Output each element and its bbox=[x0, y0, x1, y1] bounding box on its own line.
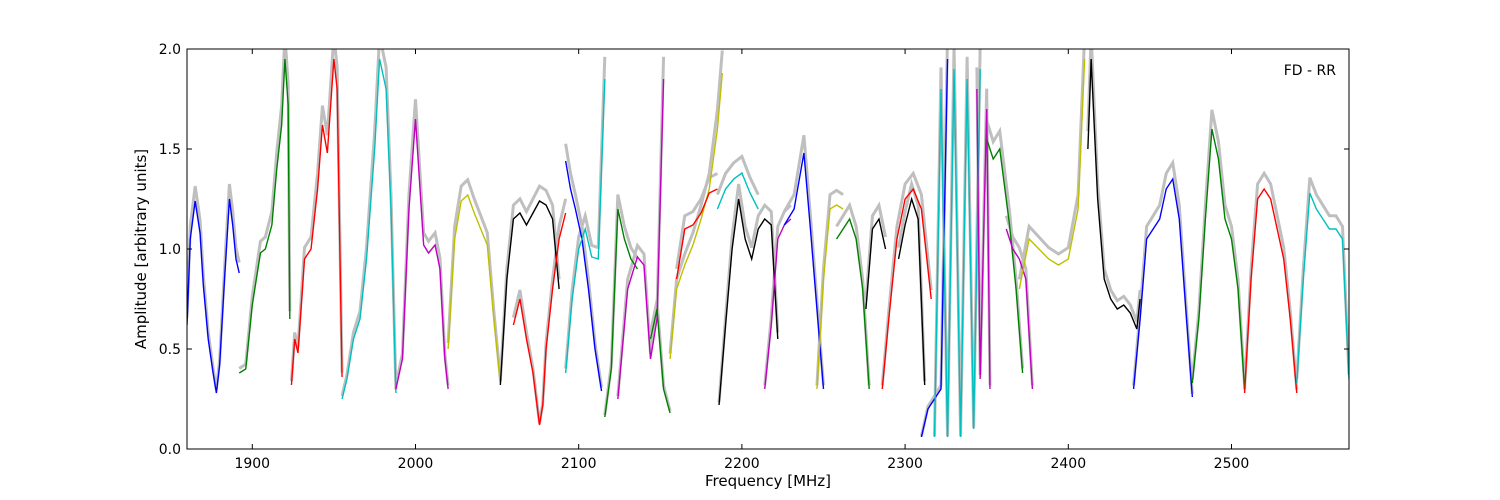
series-line-4 bbox=[341, 58, 397, 400]
series-line-22 bbox=[865, 217, 887, 310]
series-line-29 bbox=[1005, 228, 1034, 390]
background-trace bbox=[717, 183, 780, 403]
series-line-19 bbox=[783, 152, 825, 390]
y-axis: 0.0 0.5 1.0 1.5 2.0 bbox=[159, 42, 1349, 458]
series-line-33 bbox=[1191, 128, 1246, 390]
series-line-10 bbox=[564, 78, 606, 374]
series-line-17 bbox=[718, 198, 779, 406]
series-line-16 bbox=[716, 171, 759, 210]
background-trace bbox=[1086, 49, 1142, 323]
background-trace bbox=[446, 177, 502, 380]
background-trace bbox=[1243, 170, 1299, 390]
series-line-5 bbox=[395, 118, 449, 390]
series-line-3 bbox=[290, 58, 343, 386]
background-trace bbox=[880, 170, 933, 386]
series-line-26 bbox=[933, 68, 981, 438]
x-tick-label: 2300 bbox=[887, 456, 923, 472]
series-line-2 bbox=[238, 58, 291, 374]
plot-area bbox=[187, 49, 1349, 449]
series-line-32 bbox=[1132, 177, 1194, 398]
series-line-15 bbox=[675, 188, 718, 280]
series-line-25 bbox=[920, 58, 949, 438]
x-tick-label: 2000 bbox=[398, 456, 434, 472]
series-line-7 bbox=[499, 200, 560, 386]
series-line-18 bbox=[764, 218, 792, 390]
series-group bbox=[187, 58, 1349, 438]
y-tick-label: 1.0 bbox=[159, 242, 181, 258]
background-trace bbox=[1132, 158, 1194, 394]
series-line-13 bbox=[649, 308, 671, 414]
series-line-11 bbox=[604, 208, 639, 418]
background-trace bbox=[289, 49, 344, 382]
series-line-1 bbox=[187, 198, 240, 394]
x-tick-label: 2500 bbox=[1214, 456, 1250, 472]
y-axis-label: Amplitude [arbitrary units] bbox=[132, 149, 150, 349]
x-tick-label: 2100 bbox=[561, 456, 597, 472]
x-tick-label: 2400 bbox=[1050, 456, 1086, 472]
y-tick-label: 0.0 bbox=[159, 442, 181, 458]
series-line-31 bbox=[1087, 58, 1141, 330]
background-trace bbox=[238, 49, 292, 370]
x-axis: 1900 2000 2100 2200 2300 2400 2500 bbox=[234, 49, 1249, 472]
background-trace bbox=[864, 201, 887, 301]
series-line-21 bbox=[835, 217, 870, 390]
series-line-8 bbox=[512, 212, 567, 426]
series-line-24 bbox=[897, 196, 926, 386]
series-line-14 bbox=[669, 72, 724, 360]
x-axis-label: Frequency [MHz] bbox=[705, 472, 831, 490]
background-trace bbox=[1017, 49, 1086, 280]
chart-annotation: FD - RR bbox=[1284, 63, 1337, 79]
y-tick-label: 0.5 bbox=[159, 342, 181, 358]
background-trace bbox=[340, 49, 398, 397]
series-line-6 bbox=[447, 193, 502, 384]
x-tick-label: 1900 bbox=[234, 456, 270, 472]
series-line-20 bbox=[816, 204, 844, 390]
series-line-23 bbox=[881, 187, 932, 390]
y-tick-label: 1.5 bbox=[159, 142, 181, 158]
series-line-12 bbox=[617, 78, 665, 400]
series-line-30 bbox=[1018, 58, 1086, 290]
series-line-28 bbox=[986, 138, 1024, 374]
series-line-34 bbox=[1243, 187, 1298, 394]
series-line-35 bbox=[1296, 192, 1349, 384]
series-line-27 bbox=[976, 88, 991, 390]
background-trace bbox=[1295, 177, 1349, 380]
x-tick-label: 2200 bbox=[724, 456, 760, 472]
y-tick-label: 2.0 bbox=[159, 42, 181, 58]
background-trace bbox=[716, 154, 760, 196]
background-trace bbox=[498, 183, 561, 382]
